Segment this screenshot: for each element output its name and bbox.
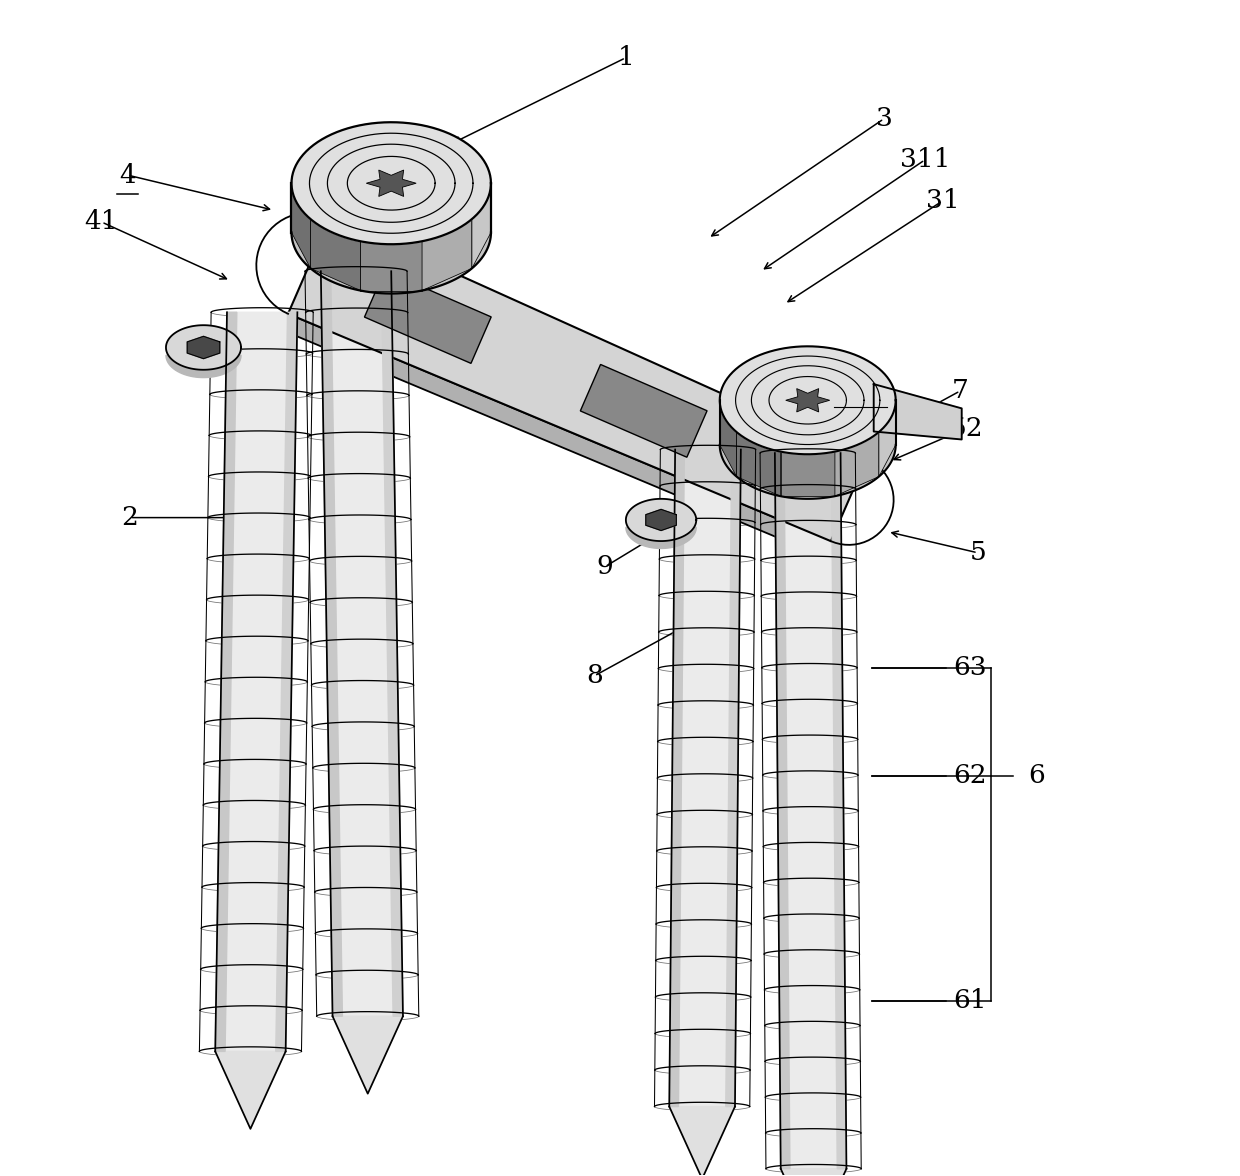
Text: 8: 8 <box>585 663 603 688</box>
Text: 9: 9 <box>596 554 613 580</box>
Polygon shape <box>216 1051 285 1129</box>
Polygon shape <box>786 388 830 412</box>
Polygon shape <box>775 453 790 1169</box>
Polygon shape <box>780 349 835 394</box>
Polygon shape <box>719 368 737 445</box>
Text: 7: 7 <box>952 379 968 403</box>
Polygon shape <box>216 313 298 1051</box>
Polygon shape <box>310 219 361 290</box>
Polygon shape <box>580 365 707 457</box>
Polygon shape <box>719 346 895 454</box>
Polygon shape <box>291 183 310 268</box>
Polygon shape <box>310 125 361 196</box>
Polygon shape <box>321 272 403 1016</box>
Polygon shape <box>874 385 962 440</box>
Polygon shape <box>166 355 241 377</box>
Polygon shape <box>288 314 831 560</box>
Polygon shape <box>365 270 491 363</box>
Polygon shape <box>670 1107 735 1176</box>
Polygon shape <box>781 1169 847 1176</box>
Text: 3: 3 <box>875 106 893 132</box>
Polygon shape <box>472 147 491 233</box>
Polygon shape <box>422 125 472 196</box>
Text: 41: 41 <box>84 209 118 234</box>
Polygon shape <box>725 449 740 1107</box>
Polygon shape <box>626 499 696 541</box>
Polygon shape <box>835 349 879 413</box>
Polygon shape <box>737 349 780 413</box>
Polygon shape <box>670 449 740 1107</box>
Polygon shape <box>361 125 422 174</box>
Polygon shape <box>166 326 241 369</box>
Text: 4: 4 <box>119 162 135 187</box>
Polygon shape <box>775 453 847 1169</box>
Text: 2: 2 <box>122 506 138 530</box>
Polygon shape <box>879 400 895 476</box>
Text: 1: 1 <box>618 45 634 71</box>
Polygon shape <box>835 432 879 496</box>
Polygon shape <box>472 183 491 268</box>
Polygon shape <box>291 172 491 294</box>
Polygon shape <box>646 509 676 530</box>
Polygon shape <box>332 1016 403 1094</box>
Polygon shape <box>422 219 472 290</box>
Polygon shape <box>187 336 219 359</box>
Polygon shape <box>361 241 422 290</box>
Polygon shape <box>216 313 237 1051</box>
Polygon shape <box>288 216 867 541</box>
Polygon shape <box>382 272 403 1016</box>
Polygon shape <box>291 147 310 233</box>
Polygon shape <box>366 171 417 196</box>
Text: 61: 61 <box>954 989 987 1014</box>
Polygon shape <box>719 400 737 476</box>
Polygon shape <box>831 453 847 1169</box>
Text: 62: 62 <box>954 763 987 788</box>
Polygon shape <box>275 313 298 1051</box>
Text: 6: 6 <box>1028 763 1045 788</box>
Polygon shape <box>670 449 684 1107</box>
Polygon shape <box>780 452 835 496</box>
Text: 5: 5 <box>970 540 986 566</box>
Text: 63: 63 <box>954 655 987 680</box>
Polygon shape <box>737 432 780 496</box>
Text: 31: 31 <box>926 188 960 213</box>
Text: 311: 311 <box>900 147 950 172</box>
Polygon shape <box>291 122 491 245</box>
Polygon shape <box>626 527 696 548</box>
Polygon shape <box>321 272 342 1016</box>
Polygon shape <box>879 368 895 445</box>
Polygon shape <box>719 390 895 499</box>
Text: 52: 52 <box>950 416 983 441</box>
